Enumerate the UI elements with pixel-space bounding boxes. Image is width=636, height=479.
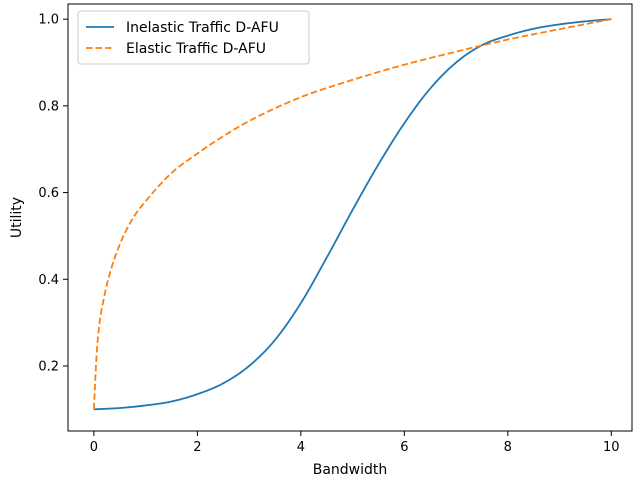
- x-tick-label: 0: [90, 440, 98, 455]
- series-line-1: [93, 18, 612, 411]
- x-axis-label: Bandwidth: [313, 462, 388, 478]
- y-axis-ticks: 0.2 0.4 0.6 0.8 1.0: [38, 13, 68, 374]
- y-tick-label: 0.6: [38, 186, 59, 201]
- plot-frame: [67, 3, 633, 432]
- x-tick-label: 10: [603, 440, 620, 455]
- x-tick-label: 2: [193, 440, 201, 455]
- x-axis-ticks: 0 2 4 6 8 10: [90, 431, 620, 455]
- x-tick-label: 6: [400, 440, 408, 455]
- legend: Inelastic Traffic D-AFU Elastic Traffic D…: [77, 10, 310, 65]
- x-tick-label: 8: [504, 440, 512, 455]
- legend-label-1: Inelastic Traffic D-AFU: [126, 20, 279, 36]
- y-tick-label: 0.8: [38, 99, 59, 114]
- plot-lines: [92, 18, 612, 411]
- x-tick-label: 4: [297, 440, 305, 455]
- legend-label-2: Elastic Traffic D-AFU: [126, 41, 266, 57]
- y-axis-label: Utility: [9, 197, 25, 238]
- y-tick-label: 1.0: [38, 13, 59, 28]
- series-line-2: [92, 18, 612, 410]
- legend-box: [77, 10, 310, 65]
- y-tick-label: 0.2: [38, 359, 59, 374]
- y-tick-label: 0.4: [38, 273, 59, 288]
